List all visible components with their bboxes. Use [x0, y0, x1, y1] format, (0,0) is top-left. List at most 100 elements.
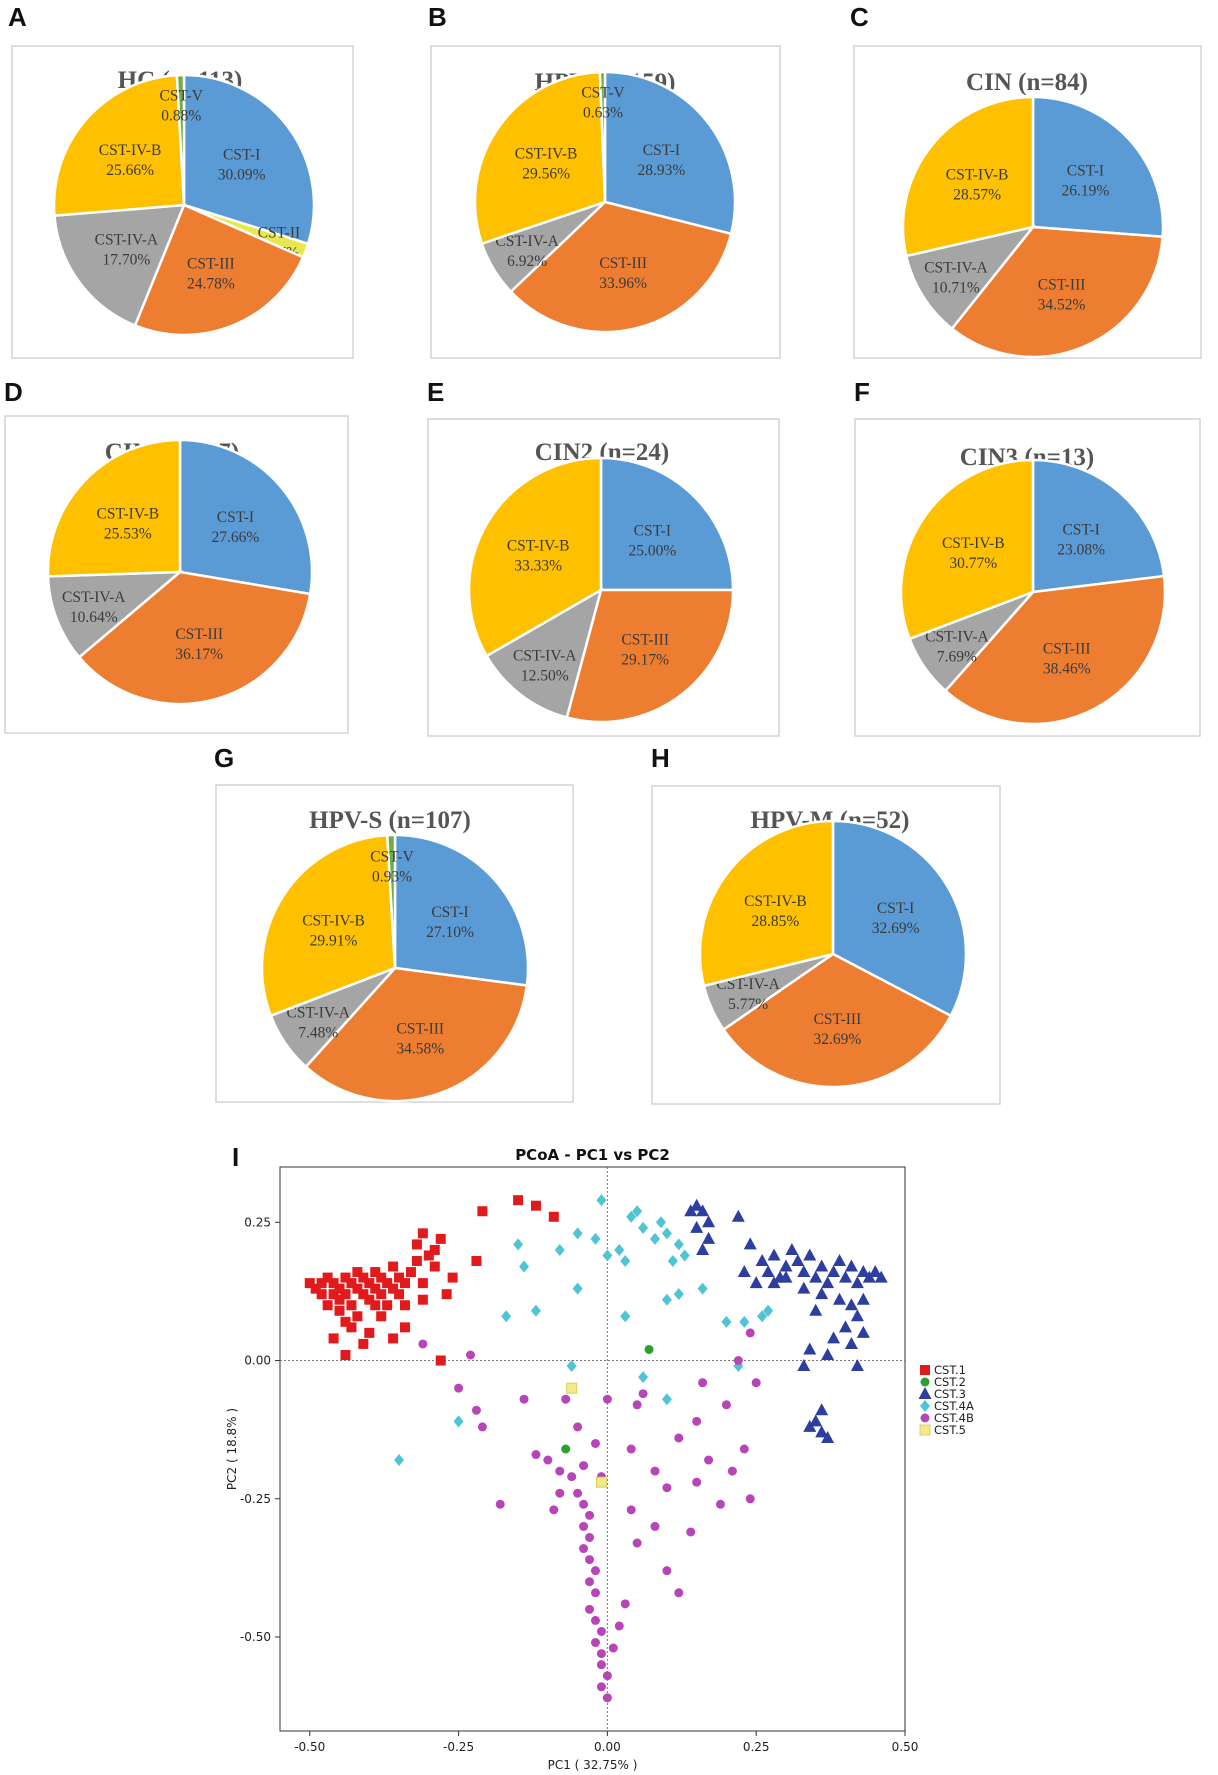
pie-slice-cst-i — [1031, 458, 1166, 594]
point-cst-5 — [595, 1476, 607, 1488]
pie-slice-cst-iii — [509, 200, 733, 334]
slice-percent: 34.58% — [396, 1041, 444, 1058]
legend-label: CST.2 — [934, 1375, 966, 1389]
point-cst-3 — [761, 1265, 775, 1278]
point-cst-1 — [364, 1278, 375, 1289]
point-cst-1 — [394, 1289, 405, 1300]
point-cst-4b — [602, 1671, 612, 1681]
slice-label: CST-IV-B — [942, 535, 1005, 552]
point-cst-3 — [827, 1331, 841, 1344]
point-cst-4b — [596, 1649, 606, 1659]
point-cst-4b — [727, 1466, 737, 1476]
point-cst-3 — [731, 1209, 745, 1222]
panel-letter: I — [232, 1142, 239, 1172]
point-cst-1 — [388, 1283, 399, 1294]
point-cst-3 — [874, 1270, 888, 1283]
point-cst-3 — [797, 1281, 811, 1294]
point-cst-4a — [626, 1210, 637, 1223]
point-cst-1 — [376, 1289, 387, 1300]
point-cst-4b — [650, 1521, 660, 1531]
point-cst-1 — [394, 1272, 405, 1283]
point-cst-3 — [797, 1265, 811, 1278]
slice-label: CST-II — [258, 225, 301, 242]
point-cst-3 — [767, 1276, 781, 1289]
legend-marker-cst-1 — [920, 1365, 930, 1375]
slice-label: CST-III — [1043, 640, 1091, 657]
point-cst-1 — [322, 1300, 333, 1311]
slice-percent: 25.00% — [628, 543, 676, 560]
x-tick-label: -0.50 — [294, 1740, 325, 1754]
point-cst-3 — [815, 1287, 829, 1300]
point-cst-2 — [561, 1444, 571, 1454]
point-cst-1 — [340, 1350, 351, 1360]
point-cst-4b — [751, 1378, 761, 1388]
point-cst-1 — [548, 1211, 559, 1222]
point-cst-3 — [809, 1270, 823, 1283]
scatter-points — [304, 1194, 888, 1703]
pie-panel-g: G HPV-S (n=107) CST-I 27.10% CST-III 34.58% CS… — [214, 743, 574, 1103]
legend-marker-cst-2 — [920, 1377, 930, 1387]
point-cst-4a — [667, 1255, 678, 1267]
point-cst-4b — [715, 1499, 725, 1509]
pie-slice-cst-iv-a — [484, 587, 603, 720]
slice-percent: 26.19% — [1062, 182, 1110, 199]
point-cst-1 — [334, 1283, 345, 1294]
point-cst-4b — [579, 1499, 589, 1509]
point-cst-1 — [322, 1272, 333, 1283]
point-cst-3 — [821, 1276, 835, 1289]
point-cst-3 — [844, 1298, 858, 1311]
point-cst-3 — [791, 1254, 805, 1266]
point-cst-4b — [674, 1588, 684, 1598]
point-cst-1 — [358, 1272, 369, 1283]
point-cst-1 — [388, 1333, 399, 1344]
point-cst-1 — [376, 1272, 387, 1283]
point-cst-4b — [632, 1538, 642, 1548]
point-cst-1 — [400, 1300, 410, 1311]
point-cst-4b — [674, 1433, 684, 1443]
point-cst-1 — [352, 1267, 363, 1278]
point-cst-4b — [585, 1532, 595, 1542]
point-cst-4a — [501, 1310, 512, 1323]
point-cst-3 — [809, 1414, 823, 1427]
pie-slice-cst-i — [393, 833, 530, 987]
panel-letter: C — [850, 2, 869, 32]
point-cst-4a — [566, 1360, 577, 1373]
slice-label: CST-III — [599, 255, 647, 272]
slice-label: CST-IV-B — [507, 538, 570, 555]
plot-area — [279, 1166, 906, 1732]
slice-label: CST-III — [175, 626, 223, 643]
point-cst-2 — [644, 1344, 654, 1354]
point-cst-4b — [596, 1660, 606, 1670]
point-cst-4b — [704, 1455, 714, 1465]
point-cst-4a — [530, 1304, 541, 1317]
point-cst-4b — [608, 1643, 618, 1653]
point-cst-1 — [429, 1261, 440, 1272]
slice-label: CST-I — [877, 900, 914, 917]
point-cst-4b — [579, 1461, 589, 1471]
point-cst-4a — [614, 1243, 625, 1256]
point-cst-1 — [530, 1200, 541, 1211]
pie-slice-cst-v — [175, 73, 186, 206]
point-cst-3 — [737, 1265, 751, 1278]
slice-label: CST-IV-A — [716, 976, 780, 993]
pie-slice-cst-iv-b — [899, 458, 1035, 641]
point-cst-1 — [411, 1256, 422, 1266]
slice-label: CST-IV-A — [924, 259, 988, 276]
point-cst-1 — [370, 1283, 381, 1294]
point-cst-1 — [304, 1278, 315, 1289]
pie-slice-cst-i — [603, 70, 737, 236]
plot-title: PCoA - PC1 vs PC2 — [515, 1146, 670, 1164]
slice-percent: 32.69% — [872, 920, 920, 937]
slice-percent: 24.78% — [187, 275, 235, 292]
point-cst-3 — [844, 1259, 858, 1272]
point-cst-3 — [702, 1231, 716, 1244]
point-cst-1 — [310, 1283, 321, 1294]
point-cst-4a — [655, 1216, 666, 1229]
point-cst-3 — [821, 1430, 835, 1443]
slice-label: CST-III — [621, 632, 669, 649]
point-cst-4b — [590, 1588, 600, 1598]
point-cst-4a — [757, 1310, 768, 1323]
point-cst-4b — [698, 1378, 708, 1388]
